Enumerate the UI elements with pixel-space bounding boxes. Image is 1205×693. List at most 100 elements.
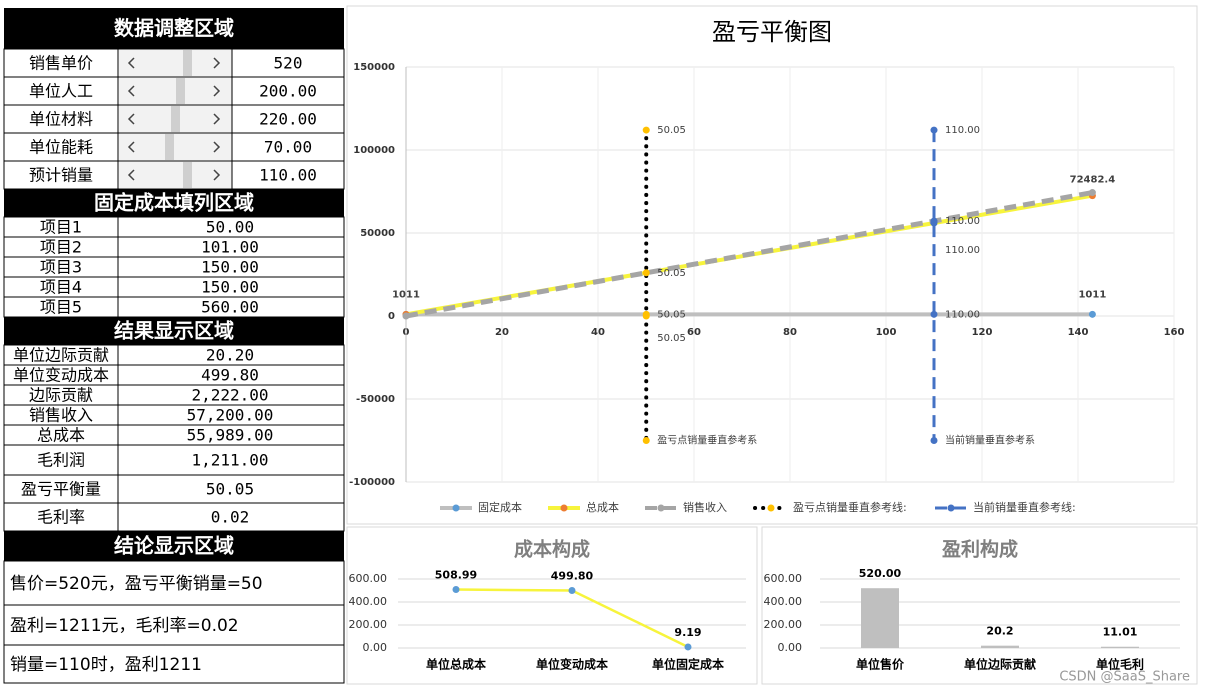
conclusion-cell: [3, 560, 345, 606]
row-label: 项目4: [40, 278, 82, 297]
row-label: 边际贡献: [29, 386, 93, 405]
row-label: 项目3: [40, 258, 82, 277]
row-value: 520: [274, 54, 303, 73]
bar: [861, 588, 899, 648]
row-label: 销售单价: [29, 54, 93, 73]
row-label: 销售收入: [29, 406, 93, 425]
data-label: 20.2: [986, 625, 1013, 638]
series-point: [930, 219, 938, 227]
bar: [1101, 646, 1139, 648]
legend-label: 当前销量垂直参考线:: [973, 500, 1076, 514]
section-title: 结果显示区域: [114, 319, 234, 343]
slider: [119, 78, 232, 104]
x-tick-label: 140: [1068, 327, 1089, 338]
legend-label: 总成本: [586, 500, 619, 514]
profit-chart-frame: [761, 526, 1198, 685]
x-tick-label: 单位边际贡献: [964, 657, 1036, 672]
row-label: 盈亏平衡量: [21, 480, 101, 499]
slider-right-arrow: [213, 113, 221, 125]
slider-thumb: [165, 134, 174, 160]
y-tick-label: -50000: [356, 394, 395, 405]
row-cell: [117, 444, 345, 476]
section-title: 固定成本填列区域: [94, 191, 254, 215]
x-tick-label: 60: [687, 327, 701, 338]
conclusion-text: 售价=520元，盈亏平衡销量=50: [10, 574, 263, 594]
x-tick-label: 120: [972, 327, 993, 338]
series-point: [642, 269, 650, 277]
row-label: 项目5: [40, 298, 82, 317]
row-value: 101.00: [201, 238, 259, 257]
section-title: 结论显示区域: [114, 534, 234, 558]
slider-thumb: [171, 106, 180, 132]
data-label: 9.19: [674, 626, 701, 639]
row-label: 单位人工: [29, 82, 93, 101]
row-cell: [3, 160, 119, 190]
point-label: 72482.4: [1070, 175, 1116, 186]
series-line: [405, 190, 1093, 319]
data-label: 508.99: [435, 568, 477, 581]
series-point: [642, 126, 650, 134]
slider-thumb: [176, 78, 185, 104]
point-label: 1011: [392, 289, 420, 300]
cost-chart-frame: [346, 526, 758, 685]
y-tick-label: 0.00: [778, 641, 803, 654]
x-tick-label: 单位总成本: [426, 657, 486, 672]
watermark: CSDN @SaaS_Share: [1059, 670, 1190, 685]
y-tick-label: 100000: [353, 145, 395, 156]
series-point: [568, 587, 576, 595]
row-label: 毛利润: [37, 451, 85, 470]
section-header: [4, 531, 344, 561]
point-label: 盈亏点销量垂直参考系: [657, 434, 757, 447]
slider-left-arrow: [127, 85, 135, 97]
row-value: 50.00: [206, 218, 254, 237]
section-header: [4, 317, 344, 345]
legend-label: 销售收入: [683, 500, 727, 514]
row-label: 预计销量: [29, 166, 93, 185]
point-label: 当前销量垂直参考系: [945, 434, 1035, 447]
series-point: [402, 312, 410, 320]
slider-right-arrow: [213, 141, 221, 153]
y-tick-label: -100000: [349, 477, 395, 488]
series-point: [452, 585, 460, 593]
y-tick-label: 150000: [353, 62, 395, 73]
row-cell: [231, 104, 345, 134]
legend-marker: [452, 504, 460, 512]
y-tick-label: 400.00: [349, 595, 388, 608]
row-cell: [231, 160, 345, 190]
slider-left-arrow: [127, 169, 135, 181]
slider-right-arrow: [213, 169, 221, 181]
y-tick-label: 50000: [360, 228, 395, 239]
slider: [119, 50, 232, 76]
x-tick-label: 100: [876, 327, 897, 338]
y-tick-label: 0: [388, 311, 395, 322]
x-tick-label: 160: [1164, 327, 1185, 338]
conclusion-text: 销量=110时，盈利1211: [10, 655, 202, 675]
slider-left-arrow: [127, 113, 135, 125]
row-cell: [231, 48, 345, 78]
slider: [119, 134, 232, 160]
row-value: 200.00: [259, 82, 317, 101]
conclusion-text: 盈利=1211元，毛利率=0.02: [10, 616, 239, 636]
row-label: 项目2: [40, 238, 82, 257]
legend-marker: [560, 504, 568, 512]
main-chart-frame: [346, 5, 1198, 525]
x-tick-label: 单位变动成本: [536, 657, 608, 672]
chart-title: 盈亏平衡图: [712, 18, 832, 46]
row-label: 单位材料: [29, 110, 93, 129]
row-value: 220.00: [259, 110, 317, 129]
y-tick-label: 0.00: [363, 641, 388, 654]
row-value: 150.00: [201, 278, 259, 297]
row-value: 70.00: [264, 138, 312, 157]
slider-left-arrow: [127, 57, 135, 69]
slider-right-arrow: [213, 85, 221, 97]
data-label: 11.01: [1103, 626, 1138, 639]
row-cell: [117, 474, 345, 504]
section-header: [4, 189, 344, 217]
x-tick-label: 单位毛利: [1096, 657, 1144, 672]
series-point: [930, 126, 938, 134]
row-label: 单位边际贡献: [13, 346, 109, 365]
point-label: 110.00: [945, 245, 980, 256]
x-tick-label: 单位售价: [856, 657, 905, 672]
section-title: 数据调整区域: [114, 16, 234, 40]
